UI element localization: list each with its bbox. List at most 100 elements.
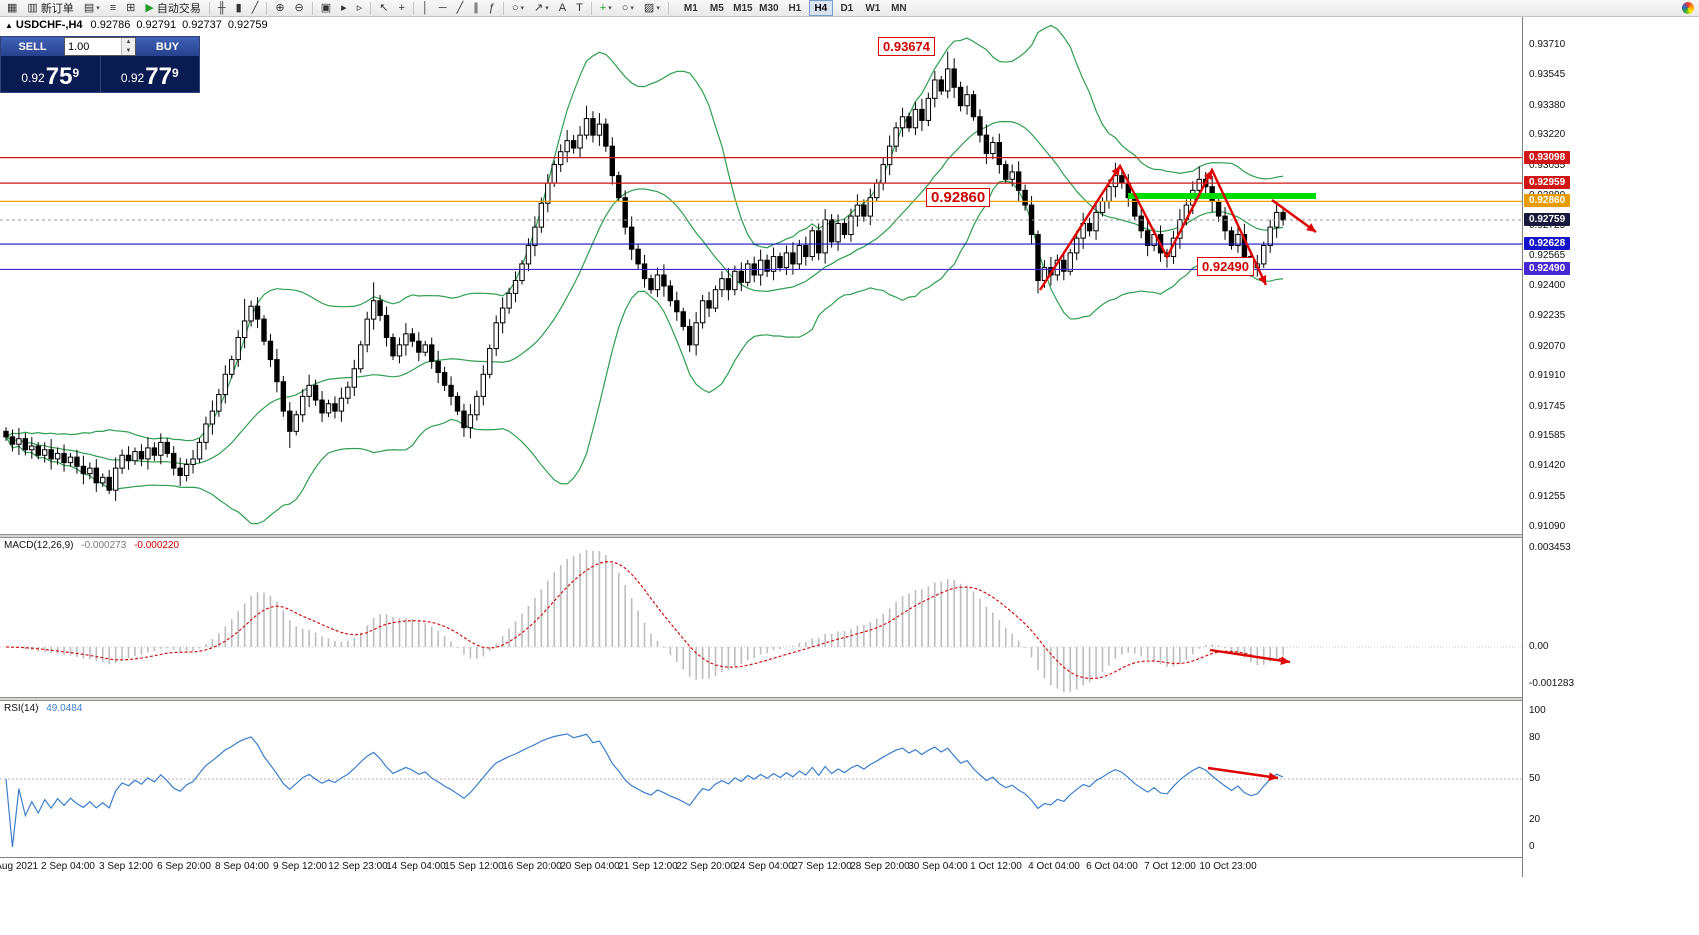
rsi-value: 49.0484 [46, 703, 83, 714]
bars-chart-icon: ╫ [217, 1, 226, 14]
toolbar-divider [311, 1, 313, 15]
arrows-tool-icon[interactable]: ↗ ▾ [530, 0, 553, 17]
timeframe-h1[interactable]: H1 [788, 2, 802, 14]
new-order-button[interactable]: ▥ 新订单 [23, 0, 77, 17]
price-tick: 0.91420 [1529, 460, 1566, 472]
time-label: 7 Oct 12:00 [1144, 861, 1196, 872]
candlestick-chart-icon[interactable]: ▮ [232, 0, 246, 17]
auto-scroll-icon: ▸ [341, 1, 347, 14]
crosshair-icon[interactable]: + [394, 0, 408, 17]
timeframe-m30[interactable]: M30 [759, 2, 779, 14]
price-callout-0.92490[interactable]: 0.92490 [1197, 257, 1254, 276]
line-chart-icon: ╱ [251, 1, 259, 14]
chevron-down-icon: ▾ [545, 5, 549, 12]
macd-rsi-splitter[interactable] [0, 697, 1699, 701]
time-label: 8 Sep 04:00 [215, 861, 269, 872]
channel-icon[interactable]: ∥ [469, 0, 483, 17]
zoom-in-icon[interactable]: ⊕ [271, 0, 288, 17]
text-tool-icon[interactable]: T [572, 0, 587, 17]
time-label: 28 Sep 20:00 [850, 861, 910, 872]
timeframe-h4[interactable]: H4 [808, 0, 833, 16]
bollinger-middle-band [5, 120, 1284, 465]
sell-price[interactable]: 0.92 75 9 [1, 56, 100, 92]
time-label: 15 Sep 12:00 [444, 861, 504, 872]
toolbar-divider [412, 1, 414, 15]
main-chart-panel[interactable]: ▲ USDCHF-,H4 0.92786 0.92791 0.92737 0.92759 … [0, 17, 1522, 534]
timeframe-m15[interactable]: M15 [733, 2, 753, 14]
price-callout-0.92860[interactable]: 0.92860 [926, 188, 991, 207]
price-tick: 0.92565 [1529, 249, 1566, 261]
rsi-indicator-chart[interactable] [0, 701, 1522, 857]
zoom-out-icon: ⊖ [294, 1, 304, 14]
fibonacci-icon[interactable]: ƒ [485, 0, 499, 17]
time-label: 21 Sep 12:00 [618, 861, 678, 872]
green-zone-highlight [1128, 193, 1316, 199]
volume-box: ▲ ▼ [64, 37, 136, 56]
buy-button[interactable]: BUY [136, 37, 199, 56]
price-tick: 0.92070 [1529, 340, 1566, 352]
chart-shift-icon[interactable]: ▹ [353, 0, 367, 17]
navigator-icon[interactable]: ⊞ [122, 0, 139, 17]
price-tick: 0.91585 [1529, 429, 1566, 441]
timeframe-m5[interactable]: M5 [709, 2, 724, 14]
price-tick: 0.91745 [1529, 400, 1566, 412]
auto-scroll-icon[interactable]: ▸ [337, 0, 351, 17]
ohlc-close: 0.92759 [227, 19, 268, 31]
rsi-line [5, 733, 1284, 848]
text-label-icon[interactable]: A [555, 0, 570, 17]
timeframe-m1[interactable]: M1 [683, 2, 698, 14]
new-order-button-label: 新订单 [40, 3, 74, 15]
symbol-title: USDCHF-,H4 [15, 19, 83, 31]
bars-chart-icon[interactable]: ╫ [214, 0, 230, 17]
macd-annotation-arrow [1209, 648, 1291, 664]
vertical-line-icon: │ [421, 1, 429, 14]
price-badge-0.92490: 0.92490 [1524, 262, 1571, 276]
toolbar-divider [266, 1, 268, 15]
macd-scale-zero: 0.00 [1529, 641, 1549, 652]
price-tick: 0.91090 [1529, 521, 1566, 532]
cursor-icon[interactable]: ↖ [375, 0, 392, 17]
horizontal-line-icon[interactable]: ─ [435, 0, 451, 17]
macd-indicator-chart[interactable] [0, 538, 1522, 697]
ohlc-low: 0.92737 [182, 19, 222, 31]
periods-icon: ○ [621, 1, 629, 14]
autotrading-button[interactable]: ▶ 自动交易 [141, 0, 204, 17]
timeframe-w1[interactable]: W1 [865, 2, 881, 14]
line-chart-icon[interactable]: ╱ [248, 0, 263, 17]
indicators-icon[interactable]: + ▾ [596, 0, 616, 17]
sell-button[interactable]: SELL [1, 37, 64, 56]
timeframe-d1[interactable]: D1 [840, 2, 854, 14]
new-chart-icon[interactable]: ▦ [3, 0, 21, 17]
time-label: 30 Sep 04:00 [908, 861, 968, 872]
zoom-out-icon[interactable]: ⊖ [291, 0, 308, 17]
price-callout-0.93674[interactable]: 0.93674 [878, 37, 935, 56]
shapes-icon[interactable]: ○ ▾ [508, 0, 528, 17]
toolbar-buttons: ▦ ▥ 新订单 ▤ ▾ ≡ ⊞ ▶ 自动交易 ╫ ▮ ╱ ⊕ ⊖ ▣ ▸ ▹ ↖ + │ ─ ╱ ∥ ƒ ○ ▾ ↗ ▾ A T + ▾ ○ ▾ ▨… [2, 0, 672, 17]
trend-annotation-arrows [1038, 163, 1317, 291]
time-label: 24 Sep 04:00 [734, 861, 794, 872]
volume-input[interactable] [65, 38, 121, 55]
sell-price-big: 75 [45, 63, 73, 90]
volume-up-icon[interactable]: ▲ [122, 38, 135, 47]
trendline-icon[interactable]: ╱ [453, 0, 468, 17]
price-tick: 0.91910 [1529, 370, 1566, 382]
time-label: 16 Sep 20:00 [502, 861, 562, 872]
price-tick: 0.92400 [1529, 280, 1566, 291]
volume-down-icon[interactable]: ▼ [122, 46, 135, 55]
macd-panel[interactable]: MACD(12,26,9) -0.000273 -0.000220 [0, 538, 1522, 697]
vertical-line-icon[interactable]: │ [418, 0, 433, 17]
chart-shift-icon: ▹ [356, 1, 363, 14]
tile-windows-icon[interactable]: ▣ [317, 0, 335, 17]
template-icon[interactable]: ▨ ▾ [640, 0, 664, 17]
chart-macd-splitter[interactable] [0, 534, 1699, 538]
price-tick: 0.93220 [1529, 129, 1566, 141]
broker-logo-icon [1682, 2, 1694, 14]
candlestick-chart[interactable] [0, 17, 1522, 534]
chart-profiles-icon[interactable]: ▤ ▾ [80, 0, 104, 17]
market-watch-icon[interactable]: ≡ [106, 0, 120, 17]
timeframe-mn[interactable]: MN [891, 2, 907, 14]
periods-icon[interactable]: ○ ▾ [618, 0, 638, 17]
buy-price[interactable]: 0.92 77 9 [101, 56, 200, 92]
rsi-panel[interactable]: RSI(14) 49.0484 [0, 701, 1522, 857]
